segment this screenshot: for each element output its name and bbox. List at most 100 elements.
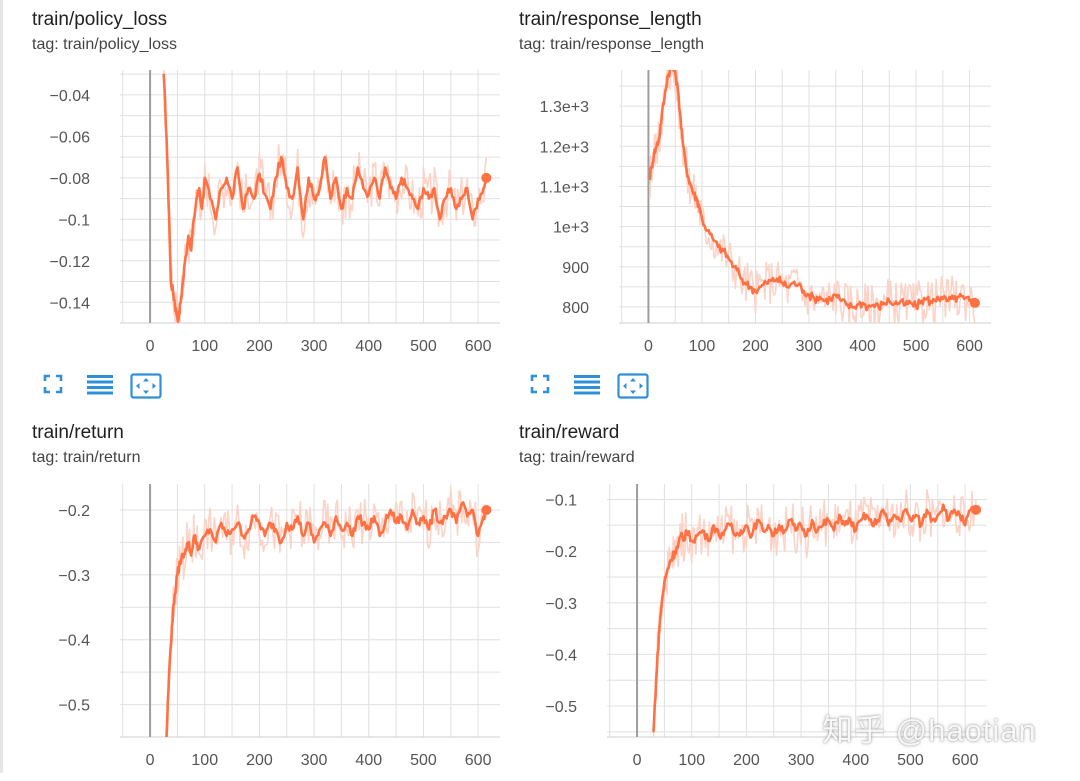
watermark: 知乎 @haotian xyxy=(822,713,1037,748)
data-point xyxy=(231,528,233,531)
data-point xyxy=(307,177,310,179)
data-point xyxy=(851,306,853,308)
data-point xyxy=(177,318,180,320)
data-point xyxy=(772,534,775,537)
toggle-log-scale-button[interactable] xyxy=(573,373,603,401)
data-point xyxy=(698,205,701,208)
data-point xyxy=(417,522,419,524)
expand-chart-button[interactable] xyxy=(130,373,162,401)
data-point xyxy=(253,197,255,200)
data-point xyxy=(362,187,365,190)
data-point xyxy=(455,208,458,210)
data-point xyxy=(329,535,332,537)
data-point xyxy=(783,529,786,532)
data-point xyxy=(778,524,781,527)
data-point xyxy=(384,166,386,169)
chart-card-return: train/return tag: train/return 0 100 200 30… xyxy=(32,421,552,781)
data-point xyxy=(190,249,192,252)
data-point xyxy=(346,187,348,190)
x-tick-label: 500 xyxy=(903,338,930,355)
fit-domain-button[interactable] xyxy=(42,373,72,401)
data-point xyxy=(687,177,690,180)
data-point xyxy=(671,555,674,558)
data-point xyxy=(717,245,719,248)
data-point xyxy=(756,519,759,521)
y-tick-label: 800 xyxy=(562,300,589,317)
x-tick-label: 400 xyxy=(355,338,382,355)
data-point xyxy=(318,528,321,531)
data-point xyxy=(834,294,837,296)
data-point xyxy=(313,197,315,200)
data-point xyxy=(947,300,949,302)
y-tick-label: −0.12 xyxy=(50,254,91,271)
expand-chart-button[interactable] xyxy=(617,373,649,401)
data-point xyxy=(776,278,778,280)
data-point xyxy=(173,593,176,596)
data-point xyxy=(844,524,846,527)
chart-svg-response-length[interactable]: 0 100 200 300 400 500 600 800 900 1e+3 1.1e+3 1.2e+… xyxy=(519,8,1039,368)
data-point xyxy=(942,503,945,506)
data-point xyxy=(209,197,212,200)
data-point xyxy=(198,187,201,190)
data-point xyxy=(685,165,687,168)
data-point xyxy=(170,280,172,283)
chart-svg-policy-loss[interactable]: 0 100 200 300 400 500 600 −0.14 −0.12 −0.1 −0.08 −0… xyxy=(32,8,552,368)
series-end-marker xyxy=(481,504,492,515)
data-point xyxy=(762,529,764,532)
data-point xyxy=(802,290,805,292)
data-point xyxy=(898,519,901,521)
data-point xyxy=(195,197,198,200)
series-end-marker xyxy=(971,504,982,515)
x-tick-label: 200 xyxy=(742,338,769,355)
data-point xyxy=(406,187,408,190)
data-point xyxy=(406,528,408,531)
data-point xyxy=(346,522,348,524)
data-point xyxy=(171,625,173,628)
data-point xyxy=(883,302,885,304)
y-tick-label: −0.4 xyxy=(545,647,577,664)
x-tick-label: 300 xyxy=(796,338,823,355)
data-point xyxy=(214,218,217,221)
data-point xyxy=(471,218,474,221)
data-point xyxy=(209,528,212,531)
data-point xyxy=(743,282,746,284)
chart-svg-return[interactable]: 0 100 200 300 400 500 600 −0.5 −0.4 −0.3 −0.2 xyxy=(32,421,552,771)
data-point xyxy=(947,519,950,521)
data-point xyxy=(964,524,966,527)
window-left-edge xyxy=(0,0,3,773)
data-point xyxy=(184,255,187,258)
data-point xyxy=(813,298,816,300)
data-point xyxy=(384,522,386,524)
data-point xyxy=(888,300,891,302)
data-point xyxy=(187,235,190,237)
y-tick-label: −0.1 xyxy=(545,492,577,509)
x-tick-label: 0 xyxy=(633,752,642,769)
data-point xyxy=(258,172,261,175)
series-end-marker xyxy=(969,297,980,308)
fit-domain-button[interactable] xyxy=(529,373,559,401)
toggle-log-scale-button[interactable] xyxy=(86,373,116,401)
data-point xyxy=(411,509,414,511)
chart-card-policy-loss: train/policy_loss tag: train/policy_loss… xyxy=(32,8,552,399)
data-point xyxy=(904,509,906,511)
chart-tag: tag: train/policy_loss xyxy=(32,36,177,53)
data-point xyxy=(280,541,283,544)
data-point xyxy=(909,302,912,304)
data-point xyxy=(187,541,190,544)
chart-svg-reward[interactable]: 0 100 200 300 400 500 600 −0.5 −0.4 −0.3 −0.2 −0.1 xyxy=(519,421,1039,771)
x-tick-label: 400 xyxy=(842,752,869,769)
data-point xyxy=(751,534,753,537)
data-point xyxy=(165,736,168,737)
data-point xyxy=(682,145,685,148)
data-point xyxy=(729,524,731,527)
data-point xyxy=(695,197,698,200)
data-point xyxy=(648,177,651,180)
data-point xyxy=(942,298,944,300)
data-point xyxy=(781,282,784,284)
data-point xyxy=(963,298,966,300)
series-end-marker xyxy=(481,172,492,183)
data-point xyxy=(677,545,679,547)
data-point xyxy=(220,522,222,524)
data-point xyxy=(280,156,283,158)
data-point xyxy=(690,539,693,542)
